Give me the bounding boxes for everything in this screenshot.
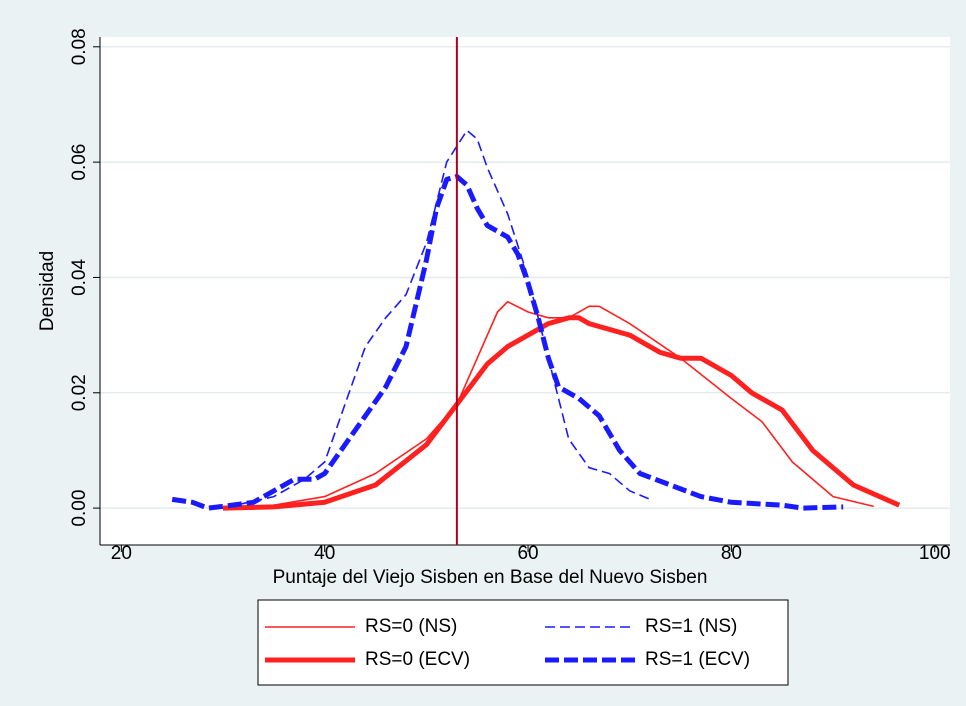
series-line: [171, 174, 844, 511]
y-tick-label: 0.00: [69, 490, 90, 527]
series-line: [222, 315, 901, 511]
legend-box: [257, 599, 789, 686]
legend-label: RS=0 (ECV): [365, 649, 470, 670]
y-tick-label: 0.02: [69, 374, 90, 411]
y-axis-title: Densidad: [37, 251, 58, 331]
x-tick-label: 60: [517, 543, 538, 564]
y-tick-label: 0.04: [69, 259, 90, 296]
x-tick-label: 80: [721, 543, 742, 564]
y-tick-label: 0.08: [69, 28, 90, 65]
x-tick-label: 100: [919, 543, 951, 564]
plot-area: [100, 37, 950, 545]
x-tick-label: 40: [314, 543, 335, 564]
x-axis-title: Puntaje del Viejo Sisben en Base del Nue…: [273, 567, 708, 588]
series-line: [222, 300, 874, 509]
legend-label: RS=0 (NS): [365, 616, 457, 637]
series-line: [222, 129, 651, 509]
y-tick-label: 0.06: [69, 144, 90, 181]
x-tick-label: 20: [111, 543, 132, 564]
legend-label: RS=1 (NS): [645, 616, 737, 637]
legend-label: RS=1 (ECV): [645, 649, 750, 670]
